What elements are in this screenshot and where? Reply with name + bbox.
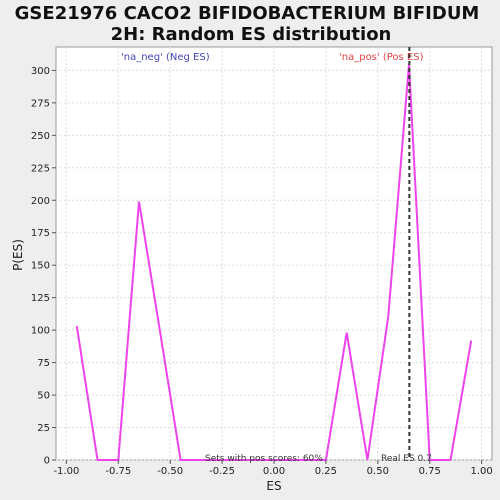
x-tick-label: 0.25: [315, 466, 337, 477]
x-tick-label: 0.00: [263, 466, 285, 477]
x-axis-label: ES: [266, 479, 281, 493]
y-tick-label: 200: [31, 196, 50, 207]
y-tick-label: 150: [31, 261, 50, 272]
y-tick-label: 225: [31, 163, 50, 174]
x-tick-label: -0.50: [157, 466, 183, 477]
y-tick-label: 250: [31, 131, 50, 142]
neg-es-label: 'na_neg' (Neg ES): [121, 52, 210, 63]
pos-es-label: 'na_pos' (Pos ES): [339, 52, 424, 63]
x-tick-label: 1.00: [470, 466, 492, 477]
y-axis-label: P(ES): [11, 239, 25, 271]
y-tick-label: 75: [37, 358, 50, 369]
y-tick-label: 25: [37, 423, 50, 434]
y-tick-label: 300: [31, 66, 50, 77]
real-es-label: Real ES 0.7: [381, 454, 432, 464]
x-tick-label: 0.75: [419, 466, 441, 477]
y-tick-label: 100: [31, 326, 50, 337]
y-tick-label: 125: [31, 293, 50, 304]
x-tick-label: -0.75: [105, 466, 131, 477]
x-tick-label: 0.50: [367, 466, 389, 477]
y-tick-label: 50: [37, 391, 50, 402]
axes-layer: -1.00 -0.75 -0.50 -0.25 0.00 0.25 0.50 0.75 1.00…: [31, 66, 493, 477]
x-tick-label: -1.00: [53, 466, 79, 477]
y-tick-label: 275: [31, 98, 50, 109]
y-tick-label: 175: [31, 228, 50, 239]
chart-title-line-1: GSE21976 CACO2 BIFIDOBACTERIUM BIFIDUM: [15, 3, 480, 24]
chart-title-line-2: 2H: Random ES distribution: [111, 24, 392, 45]
x-tick-label: -0.25: [209, 466, 235, 477]
sets-pos-scores-label: Sets with pos scores: 60%: [205, 454, 323, 464]
y-tick-label: 0: [44, 456, 50, 467]
